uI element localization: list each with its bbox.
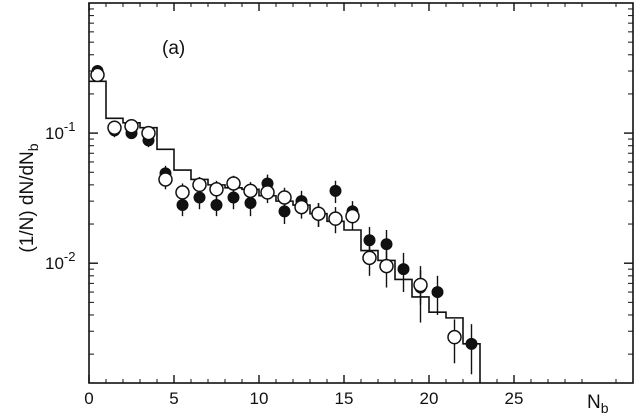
data-point-open xyxy=(311,206,326,221)
x-axis-label-main: N xyxy=(587,392,601,413)
data-point-open xyxy=(158,172,173,187)
x-tick-label: 5 xyxy=(169,389,178,408)
data-point-open xyxy=(243,183,258,199)
histogram-layer xyxy=(89,80,481,383)
data-point-open xyxy=(294,199,309,215)
data-point-open xyxy=(175,185,190,200)
data-point-filled xyxy=(465,337,478,350)
panel-label: (a) xyxy=(162,38,185,59)
data-point-open xyxy=(362,250,377,266)
x-tick-label: 10 xyxy=(250,389,269,408)
y-tick-label-exponent: -2 xyxy=(64,249,76,264)
x-tick-label: 15 xyxy=(335,389,354,408)
y-axis-label-sub: b xyxy=(25,143,41,151)
y-axis-label-main: (1/N) dN/dN xyxy=(17,151,38,252)
data-point-open xyxy=(345,208,360,224)
x-tick-label: 20 xyxy=(420,389,439,408)
histogram-step-line xyxy=(89,80,481,383)
data-point-filled xyxy=(363,234,376,247)
data-point-open xyxy=(124,118,139,134)
data-point-open xyxy=(90,67,105,83)
data-point-filled xyxy=(210,199,223,212)
y-tick-label-base: 10 xyxy=(45,124,64,143)
series-layer xyxy=(90,65,478,375)
series-open xyxy=(90,67,462,364)
data-point-open xyxy=(328,211,343,226)
data-point-open xyxy=(107,120,122,135)
data-point-open xyxy=(379,258,394,274)
x-tick-label: 0 xyxy=(84,389,93,408)
data-point-open xyxy=(277,190,292,205)
data-point-open xyxy=(209,182,224,197)
x-axis-label: Nb xyxy=(587,392,609,415)
y-axis-label: (1/N) dN/dNb xyxy=(17,143,41,252)
data-point-open xyxy=(413,277,428,293)
data-point-filled xyxy=(380,238,393,251)
y-tick-label: 10-1 xyxy=(45,119,75,143)
y-tick-label-exponent: -1 xyxy=(64,119,76,134)
data-point-filled xyxy=(431,286,444,299)
data-point-open xyxy=(226,176,241,191)
x-axis-label-sub: b xyxy=(601,400,609,415)
data-point-open xyxy=(192,177,207,193)
data-point-filled xyxy=(227,191,240,204)
data-point-open xyxy=(260,185,275,200)
y-tick-label: 10-2 xyxy=(45,249,75,273)
x-tick-label: 25 xyxy=(505,389,524,408)
data-point-filled xyxy=(329,184,342,197)
data-point-filled xyxy=(397,263,410,276)
data-point-open xyxy=(141,125,156,141)
y-tick-label-base: 10 xyxy=(45,254,64,273)
data-point-open xyxy=(447,329,462,345)
